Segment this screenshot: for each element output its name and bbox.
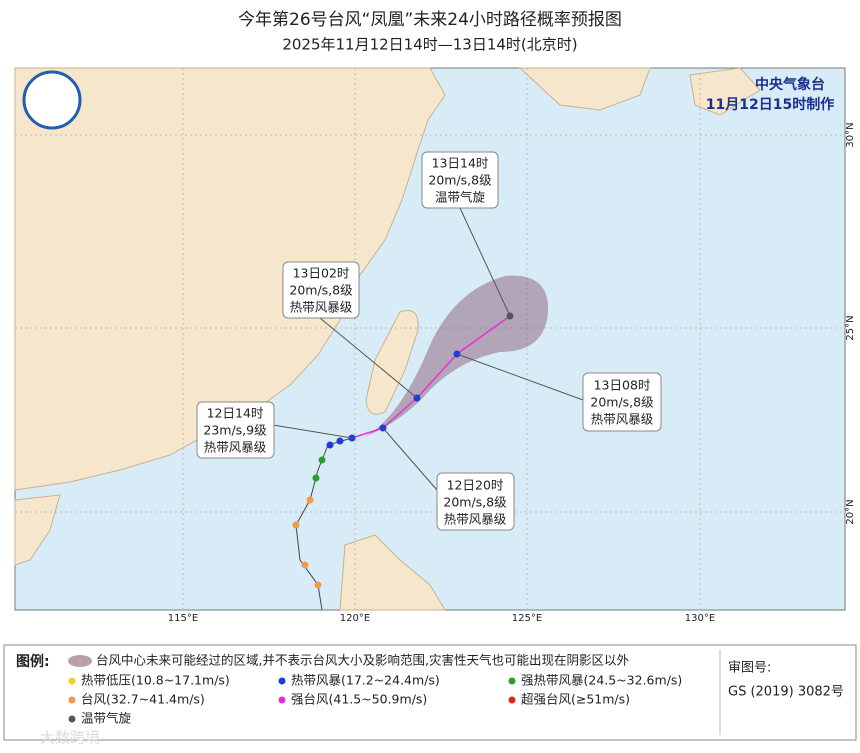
agency: 中央气象台 [755, 76, 825, 93]
cone-swatch [68, 655, 92, 667]
callout-level: 温带气旋 [435, 190, 486, 205]
legend-label: 热带低压(10.8~17.1m/s) [81, 673, 230, 688]
legend-dot [278, 696, 286, 704]
probability-cone [352, 275, 549, 442]
legend-dot [278, 677, 286, 685]
forecast-callouts: 13日14时 20m/s,8级 温带气旋 13日02时 20m/s,8级 热带风… [196, 151, 662, 531]
cone-note: 台风中心未来可能经过的区域,并不表示台风大小及影响范围,灾害性天气也可能出现在阴… [96, 653, 629, 668]
subtitle: 2025年11月12日14时—13日14时(北京时) [282, 36, 577, 54]
callout-level: 热带风暴级 [444, 512, 507, 527]
callout-wind: 20m/s,8级 [443, 495, 507, 510]
callout-level: 热带风暴级 [591, 412, 654, 427]
callout-wind: 20m/s,8级 [428, 173, 492, 188]
korea [518, 67, 651, 111]
legend-dot [508, 696, 516, 704]
callout-level: 热带风暴级 [290, 300, 353, 315]
legend-dot [68, 677, 76, 685]
taiwan [365, 310, 419, 415]
legend-label: 超强台风(≥51m/s) [521, 692, 630, 707]
lon-label: 130°E [685, 613, 715, 624]
callout-wind: 23m/s,9级 [203, 423, 267, 438]
review-label: 审图号: [728, 661, 771, 676]
legend-dot [68, 715, 76, 723]
callout-level: 热带风暴级 [204, 440, 267, 455]
callout-time: 13日08时 [594, 378, 651, 393]
legend-dot [508, 677, 516, 685]
lon-label: 115°E [168, 613, 198, 624]
callout-time: 12日20时 [447, 478, 504, 493]
callout-wind: 20m/s,8级 [590, 395, 654, 410]
callout-time: 12日14时 [207, 406, 264, 421]
issue-time: 11月12日15时制作 [706, 96, 834, 113]
lat-label: 30°N [845, 122, 856, 147]
callout-time: 13日14时 [432, 156, 489, 171]
legend-label: 热带风暴(17.2~24.4m/s) [291, 673, 440, 688]
callout-time: 13日02时 [293, 266, 350, 281]
luzon [339, 534, 446, 611]
title: 今年第26号台风“凤凰”未来24小时路径概率预报图 [238, 10, 622, 30]
past-track [295, 437, 353, 611]
lat-label: 20°N [845, 499, 856, 524]
legend: 图例: 台风中心未来可能经过的区域,并不表示台风大小及影响范围,灾害性天气也可能… [3, 644, 857, 741]
cma-logo [22, 70, 82, 130]
legend-label: 台风(32.7~41.4m/s) [81, 692, 205, 707]
legend-label: 强台风(41.5~50.9m/s) [291, 692, 427, 707]
legend-label: 强热带风暴(24.5~32.6m/s) [521, 673, 682, 688]
legend-label: 温带气旋 [81, 711, 132, 726]
review-number: GS (2019) 3082号 [728, 685, 844, 700]
legend-title: 图例: [16, 653, 50, 670]
graticule [15, 68, 845, 610]
lon-label: 125°E [512, 613, 542, 624]
lat-label: 25°N [845, 315, 856, 340]
callout-wind: 20m/s,8级 [289, 283, 353, 298]
mainland [14, 67, 446, 491]
legend-frame [3, 644, 857, 741]
lon-label: 120°E [340, 613, 370, 624]
map: 中央气象台 11月12日15时制作 115°E 120°E 125°E 130°… [14, 67, 856, 624]
japan [689, 67, 761, 116]
legend-dot [68, 696, 76, 704]
watermark: 大数跨境 [40, 729, 100, 747]
